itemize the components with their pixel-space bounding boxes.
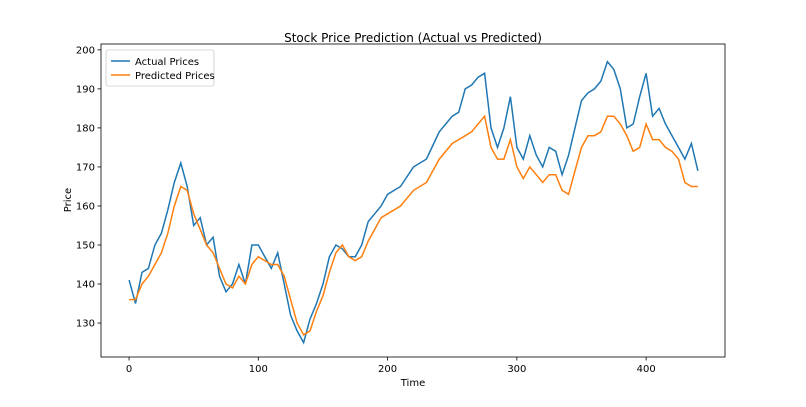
- y-tick-label: 170: [76, 162, 95, 173]
- x-axis-label: Time: [400, 378, 425, 389]
- legend-box: [105, 49, 215, 87]
- axes-frame: [100, 43, 726, 358]
- x-tick-label: 200: [378, 364, 397, 375]
- chart-title: Stock Price Prediction (Actual vs Predic…: [284, 31, 542, 45]
- legend: Actual Prices Predicted Prices: [105, 49, 215, 87]
- x-tick-label: 100: [249, 364, 268, 375]
- y-tick-label: 140: [76, 280, 95, 291]
- series-line-actual: [128, 60, 699, 345]
- legend-label-predicted: Predicted Prices: [135, 71, 215, 82]
- y-tick-label: 200: [76, 45, 95, 56]
- y-axis: 130 140 150 160 170 180 190 200: [76, 45, 101, 330]
- x-tick-label: 0: [126, 364, 132, 375]
- y-tick-label: 130: [76, 319, 95, 330]
- y-tick-label: 180: [76, 123, 95, 134]
- plot-area: [128, 60, 699, 345]
- y-tick-label: 150: [76, 240, 95, 251]
- legend-label-actual: Actual Prices: [135, 57, 199, 68]
- y-axis-label: Price: [63, 188, 74, 212]
- series-line-predicted: [129, 114, 698, 336]
- x-tick-label: 400: [637, 364, 656, 375]
- x-tick-label: 300: [507, 364, 526, 375]
- y-tick-label: 190: [76, 84, 95, 95]
- y-tick-label: 160: [76, 201, 95, 212]
- x-axis: 0 100 200 300 400: [126, 357, 656, 375]
